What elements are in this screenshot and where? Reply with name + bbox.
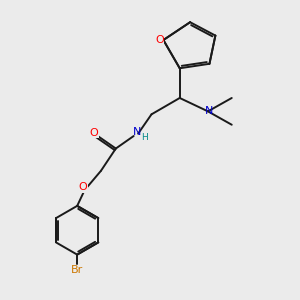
Text: O: O xyxy=(155,35,164,45)
Text: Br: Br xyxy=(71,265,83,275)
Text: H: H xyxy=(141,133,148,142)
Text: O: O xyxy=(90,128,98,138)
Text: N: N xyxy=(132,127,141,137)
Text: N: N xyxy=(205,106,214,116)
Text: O: O xyxy=(79,182,88,192)
